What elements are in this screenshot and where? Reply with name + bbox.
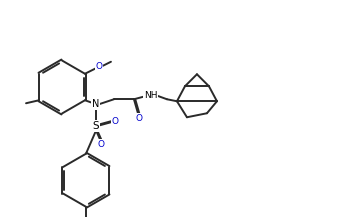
Text: N: N: [92, 99, 99, 109]
Text: O: O: [97, 140, 105, 149]
Text: O: O: [135, 114, 142, 123]
Text: NH: NH: [144, 91, 158, 100]
Text: S: S: [93, 121, 99, 131]
Text: O: O: [111, 117, 118, 126]
Text: O: O: [95, 62, 102, 71]
